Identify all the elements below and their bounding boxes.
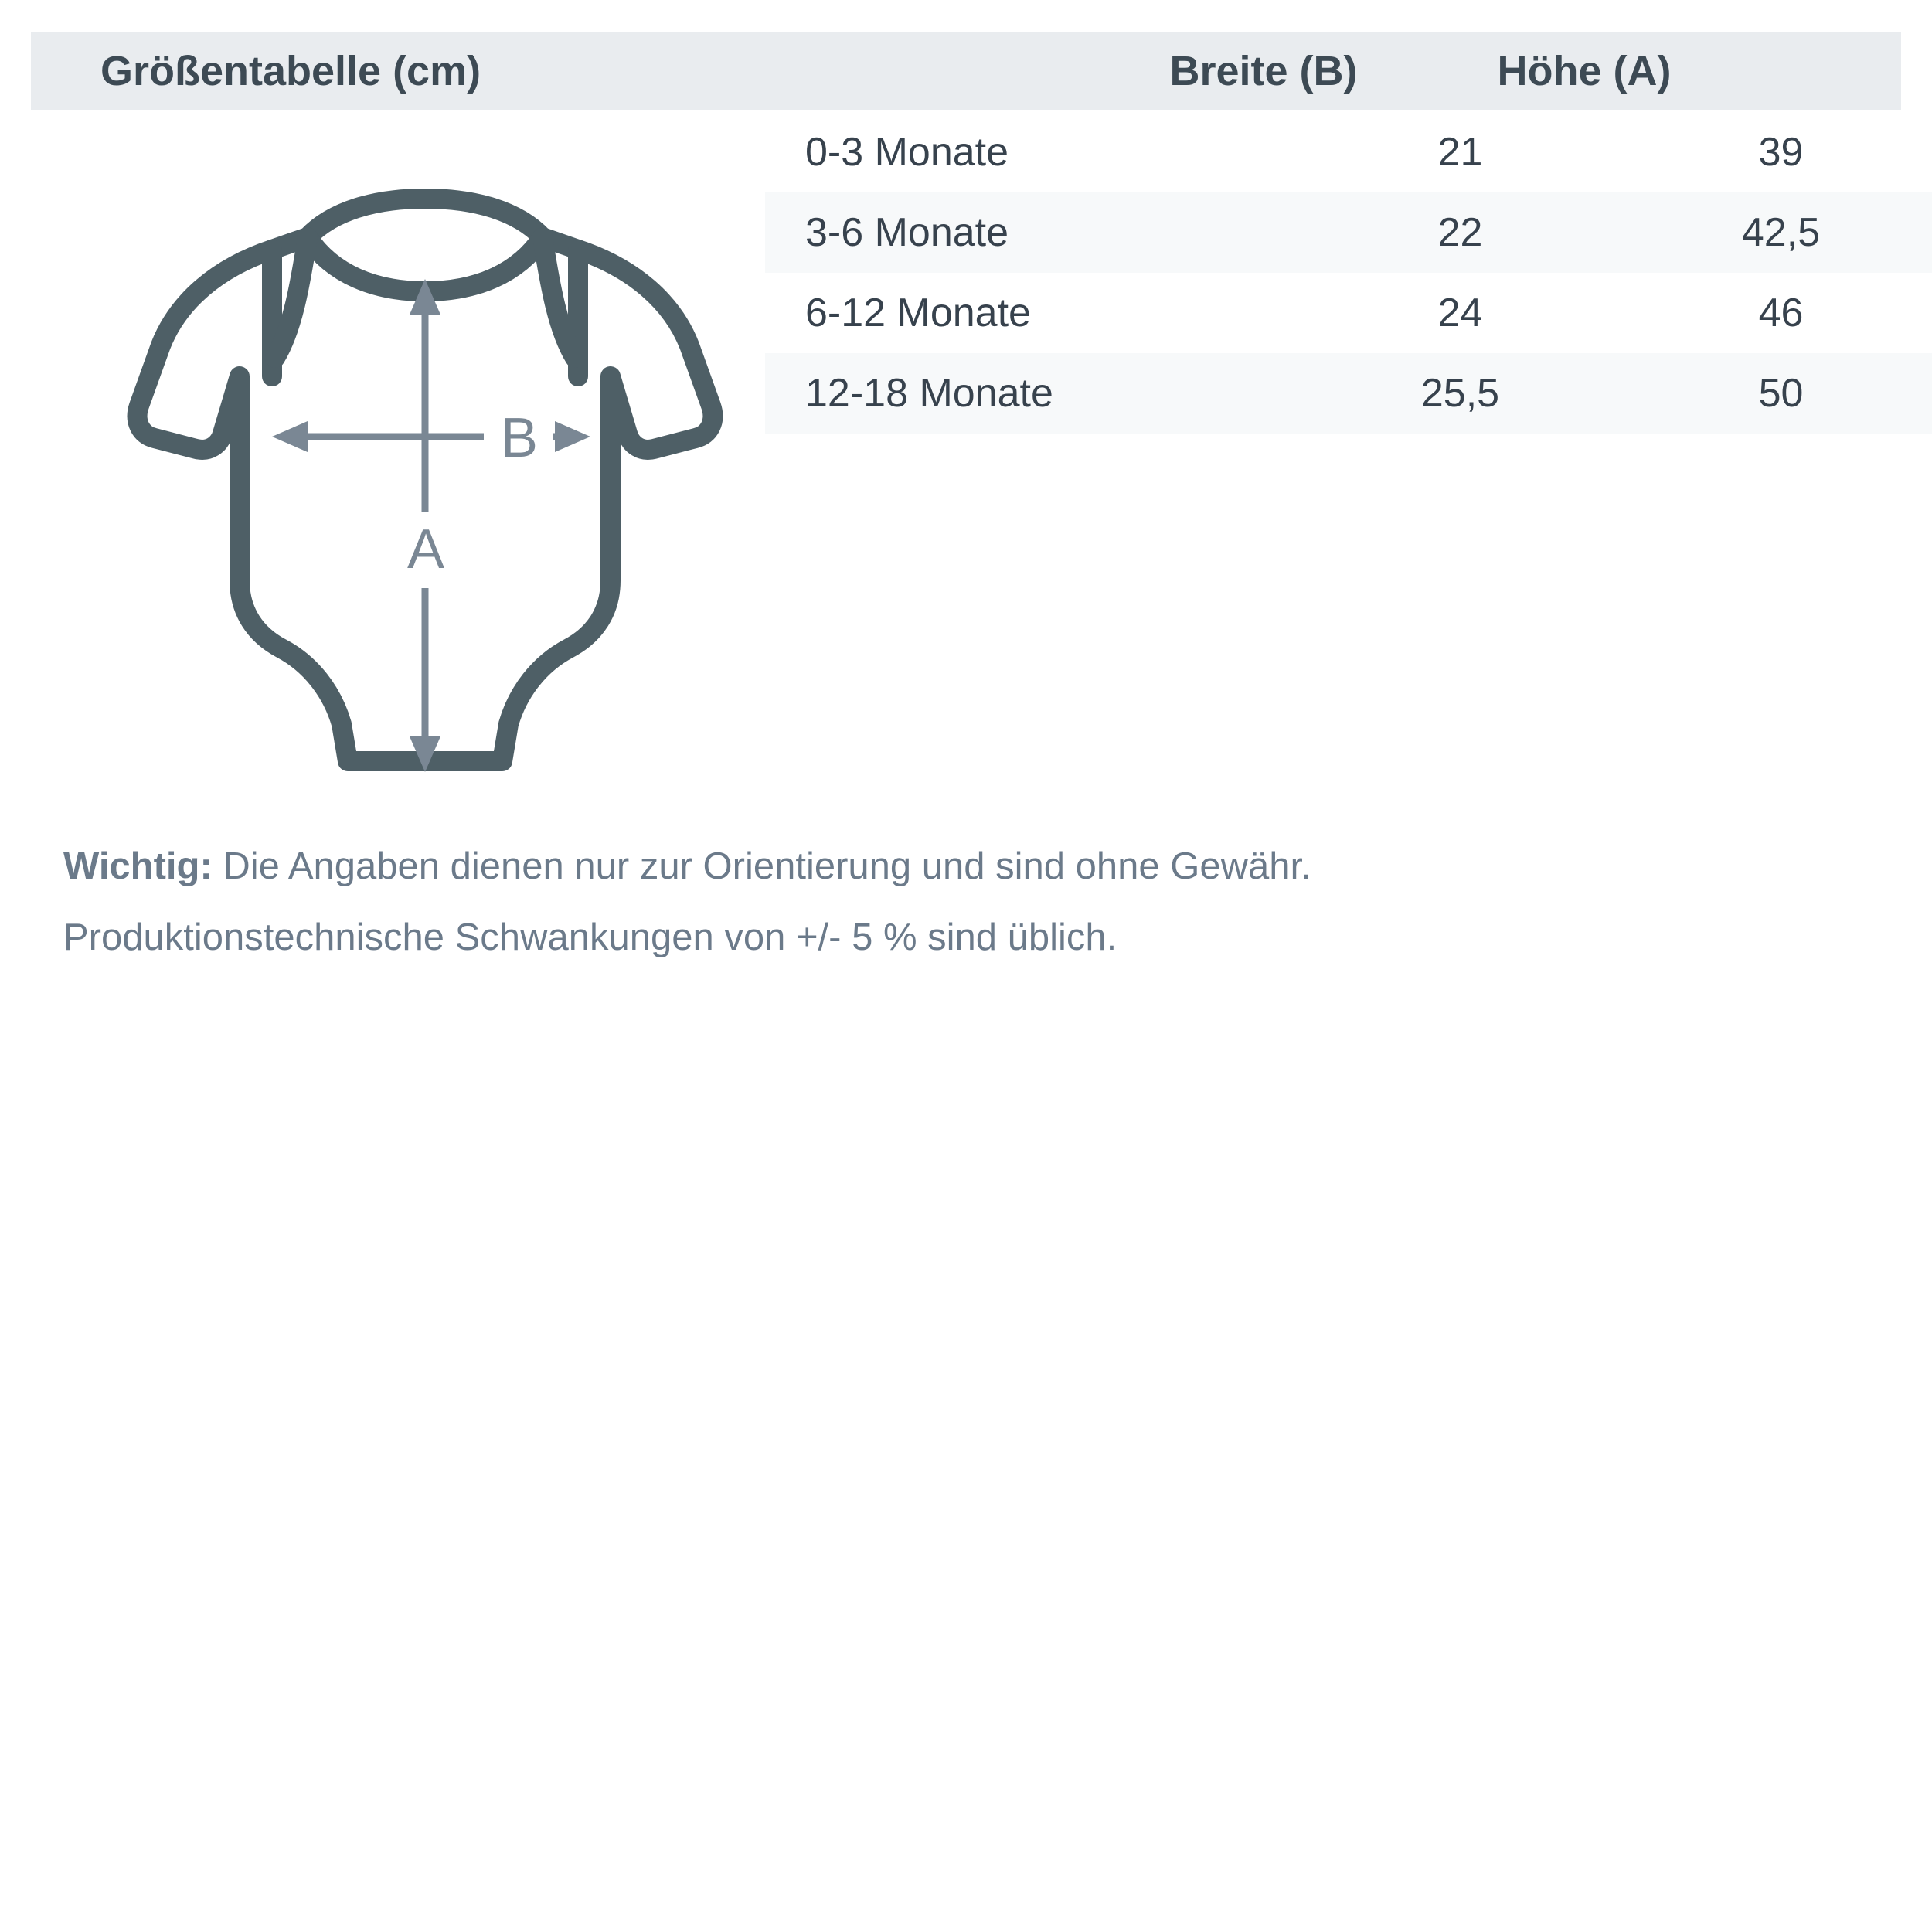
dimension-annotations: A B <box>272 279 590 772</box>
table-row: 3-6 Monate 22 42,5 <box>765 192 1932 273</box>
disclaimer-note: Wichtig: Die Angaben dienen nur zur Orie… <box>63 831 1872 973</box>
bodysuit-illustration: A B <box>100 151 750 792</box>
row-size-label: 0-3 Monate <box>805 130 1009 175</box>
disclaimer-line-2: Produktionstechnische Schwankungen von +… <box>63 917 1117 958</box>
column-header-width: Breite (B) <box>1169 48 1358 94</box>
height-arrow-up-icon <box>410 279 440 315</box>
row-height-value: 50 <box>1758 371 1804 416</box>
row-size-label: 3-6 Monate <box>805 210 1009 255</box>
row-size-label: 6-12 Monate <box>805 291 1031 335</box>
size-table-wrapper: 0-3 Monate 21 39 3-6 Monate 22 42,5 6-12… <box>765 112 1932 434</box>
page-title: Größentabelle (cm) <box>100 48 481 94</box>
row-width-value: 21 <box>1437 130 1483 175</box>
size-table: 0-3 Monate 21 39 3-6 Monate 22 42,5 6-12… <box>765 112 1932 434</box>
bodysuit-outline-icon <box>127 189 723 771</box>
table-row: 12-18 Monate 25,5 50 <box>765 353 1932 434</box>
width-arrow-right-icon <box>555 421 590 452</box>
size-table-body: 0-3 Monate 21 39 3-6 Monate 22 42,5 6-12… <box>765 112 1932 434</box>
disclaimer-line-1: Die Angaben dienen nur zur Orientierung … <box>212 845 1311 887</box>
row-width-value: 24 <box>1437 291 1483 335</box>
row-width-value: 22 <box>1437 210 1483 255</box>
row-height-value: 46 <box>1758 291 1804 335</box>
width-label: B <box>501 407 538 469</box>
table-header-band: Größentabelle (cm) Breite (B) Höhe (A) <box>31 32 1901 110</box>
height-label: A <box>407 519 444 580</box>
width-arrow-left-icon <box>272 421 308 452</box>
row-height-value: 39 <box>1758 130 1804 175</box>
disclaimer-emphasis: Wichtig: <box>63 845 213 887</box>
column-header-height: Höhe (A) <box>1497 48 1672 94</box>
table-row: 0-3 Monate 21 39 <box>765 112 1932 192</box>
row-height-value: 42,5 <box>1741 210 1821 255</box>
height-arrow-down-icon <box>410 736 440 772</box>
row-size-label: 12-18 Monate <box>805 371 1053 416</box>
table-row: 6-12 Monate 24 46 <box>765 273 1932 353</box>
row-width-value: 25,5 <box>1420 371 1500 416</box>
